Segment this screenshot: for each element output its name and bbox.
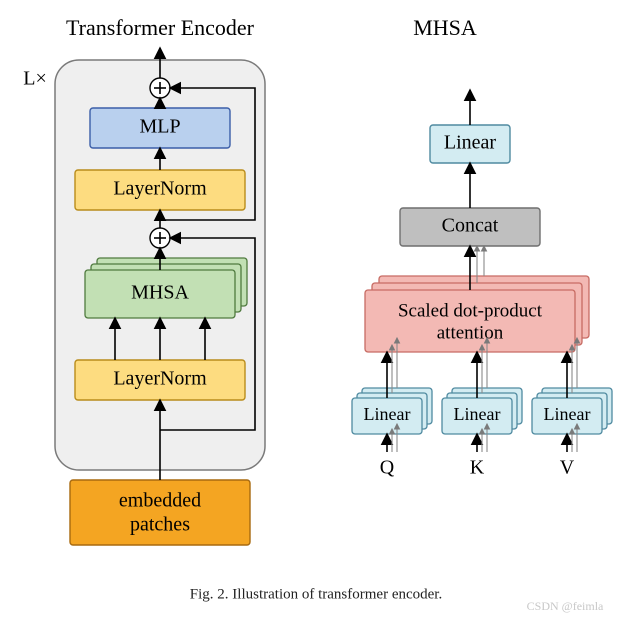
title-left: Transformer Encoder <box>66 15 255 40</box>
qkv-label-0: Linear <box>364 404 411 424</box>
ln1-label: LayerNorm <box>113 368 207 390</box>
qkv-bottom-0: Q <box>380 457 395 479</box>
linear-top-label: Linear <box>444 132 497 154</box>
qkv-label-2: Linear <box>544 404 591 424</box>
mhsa-label: MHSA <box>131 282 189 304</box>
qkv-label-1: Linear <box>454 404 501 424</box>
ln2-label: LayerNorm <box>113 178 207 200</box>
sdpa-label1: Scaled dot-product <box>398 300 543 321</box>
sdpa-label2: attention <box>437 322 504 343</box>
title-right: MHSA <box>413 15 477 40</box>
figure-caption: Fig. 2. Illustration of transformer enco… <box>190 586 442 602</box>
lx-label: L× <box>23 68 47 90</box>
qkv-bottom-1: K <box>470 457 485 479</box>
emb-label2: patches <box>130 514 190 536</box>
qkv-bottom-2: V <box>560 457 575 479</box>
mlp-label: MLP <box>139 116 180 138</box>
add2-circle <box>150 78 170 98</box>
concat-label: Concat <box>442 215 499 237</box>
emb-label1: embedded <box>119 490 201 512</box>
watermark: CSDN @feimla <box>527 599 604 613</box>
add1-circle <box>150 228 170 248</box>
